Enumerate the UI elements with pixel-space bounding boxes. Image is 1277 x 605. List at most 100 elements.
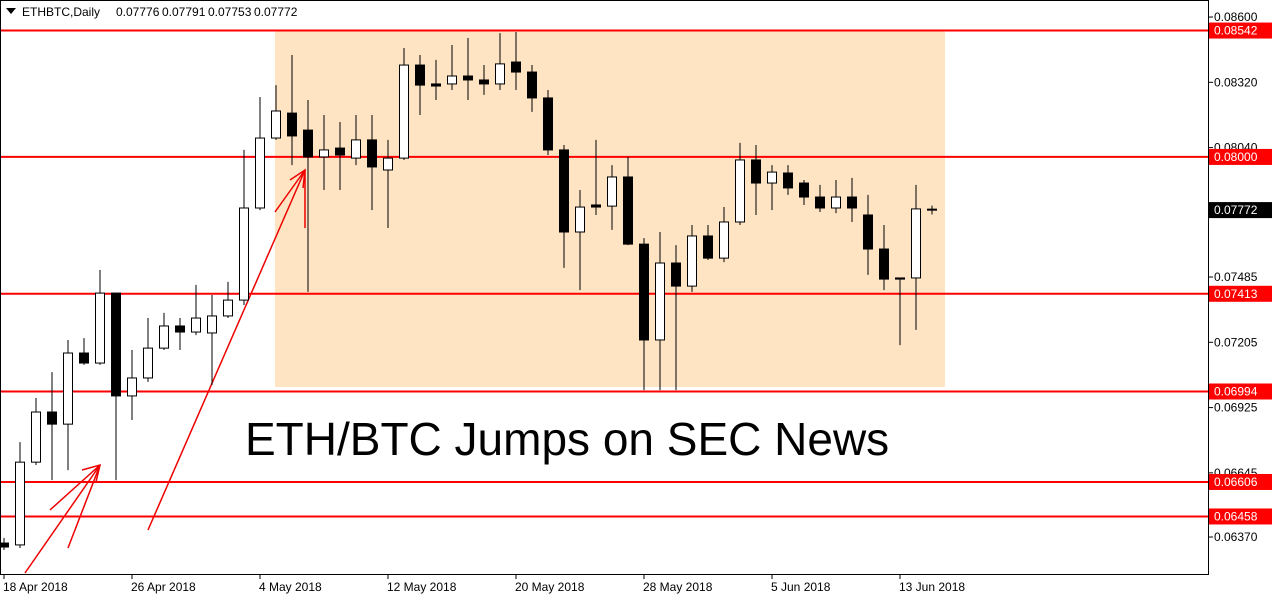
- candle-body: [783, 172, 793, 189]
- level-label-box: [1209, 285, 1272, 302]
- arrow: [24, 464, 101, 574]
- candle-body: [879, 248, 889, 280]
- candle-body: [175, 325, 185, 333]
- level-label: 0.06458: [1214, 509, 1258, 523]
- last-price-box: [1209, 202, 1272, 219]
- arrow: [67, 464, 101, 549]
- candle-body: [559, 149, 569, 233]
- candle-body: [239, 207, 249, 301]
- candle-body: [575, 206, 585, 233]
- candle-body: [543, 97, 553, 151]
- arrowhead: [289, 168, 306, 189]
- candle-body: [895, 277, 905, 280]
- chart-title: ETHBTC,Daily: [22, 5, 100, 19]
- arrow: [49, 464, 101, 511]
- y-tick-label: 0.08600: [1214, 10, 1258, 24]
- candle-body: [831, 196, 841, 209]
- candle-body: [31, 411, 41, 463]
- candle-body: [95, 292, 105, 364]
- x-tick-label: 26 Apr 2018: [131, 580, 196, 594]
- x-tick-label: 4 May 2018: [259, 580, 322, 594]
- candle-body: [527, 71, 537, 99]
- candle-body: [0, 542, 9, 548]
- candle-body: [159, 325, 169, 349]
- candle-body: [367, 139, 377, 168]
- candle-body: [639, 243, 649, 341]
- candle-body: [143, 347, 153, 379]
- candle-body: [431, 83, 441, 87]
- candle-body: [815, 196, 825, 209]
- y-tick-label: 0.07205: [1214, 335, 1258, 349]
- candle-body: [703, 235, 713, 259]
- x-tick-label: 28 May 2018: [643, 580, 713, 594]
- y-tick-label: 0.06925: [1214, 401, 1258, 415]
- candle-body: [415, 64, 425, 86]
- candle-body: [607, 176, 617, 207]
- candle-body: [351, 139, 361, 159]
- menu-triangle: [6, 8, 16, 14]
- annotation: ETH/BTC Jumps on SEC News: [245, 413, 889, 465]
- candle-body: [655, 262, 665, 341]
- candle-body: [863, 214, 873, 250]
- y-tick-label: 0.06370: [1214, 530, 1258, 544]
- candle-body: [255, 137, 265, 209]
- candle-body: [335, 147, 345, 156]
- highlight-zone: [275, 31, 945, 387]
- candle-body: [383, 157, 393, 171]
- plot: [0, 29, 1209, 551]
- candle-body: [671, 262, 681, 287]
- candle-body: [319, 149, 329, 158]
- candle-body: [303, 129, 313, 158]
- candle-body: [47, 411, 57, 425]
- arrow: [147, 169, 306, 531]
- candle-body: [191, 317, 201, 333]
- last-price-label: 0.07772: [1214, 203, 1258, 217]
- candle-body: [207, 315, 217, 334]
- candle-body: [271, 110, 281, 139]
- plot-border: [0, 0, 1209, 575]
- candle-body: [223, 299, 233, 317]
- x-tick-label: 12 May 2018: [387, 580, 457, 594]
- x-tick-label: 18 Apr 2018: [3, 580, 68, 594]
- level-label: 0.08000: [1214, 150, 1258, 164]
- header-open: 0.07776: [116, 5, 160, 19]
- level-label: 0.06994: [1214, 384, 1258, 398]
- arrow: [274, 169, 306, 213]
- level-label: 0.07413: [1214, 287, 1258, 301]
- candle-body: [479, 79, 489, 85]
- header-close: 0.07772: [254, 5, 298, 19]
- candle-body: [927, 208, 937, 211]
- level-label: 0.08542: [1214, 24, 1258, 38]
- x-tick-label: 13 Jun 2018: [899, 580, 965, 594]
- header-low: 0.07753: [208, 5, 252, 19]
- candle-body: [751, 159, 761, 184]
- candle-body: [911, 208, 921, 279]
- level-label-box: [1209, 473, 1272, 490]
- candle-body: [799, 182, 809, 198]
- level-label: 0.06606: [1214, 475, 1258, 489]
- candle-body: [623, 176, 633, 245]
- candle-body: [15, 461, 25, 546]
- level-label-box: [1209, 22, 1272, 39]
- candle-body: [399, 64, 409, 159]
- candle-body: [719, 221, 729, 259]
- y-tick-label: 0.07485: [1214, 270, 1258, 284]
- candle-body: [287, 112, 297, 137]
- level-label-box: [1209, 383, 1272, 400]
- candle-body: [111, 292, 121, 397]
- candle-body: [447, 75, 457, 85]
- candle-body: [511, 61, 521, 73]
- candle-body: [79, 352, 89, 364]
- candle-body: [847, 196, 857, 209]
- candle-body: [591, 204, 601, 208]
- arrowhead: [81, 463, 102, 483]
- candle-body: [767, 171, 777, 184]
- candle-body: [687, 235, 697, 287]
- arrows: [24, 168, 306, 574]
- level-label-box: [1209, 148, 1272, 165]
- candle-body: [127, 377, 137, 397]
- candle-body: [463, 75, 473, 81]
- candle-body: [63, 352, 73, 425]
